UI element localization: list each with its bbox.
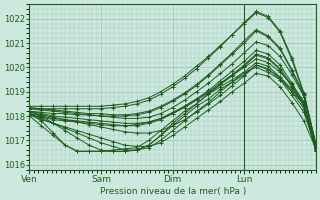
X-axis label: Pression niveau de la mer( hPa ): Pression niveau de la mer( hPa ) — [100, 187, 246, 196]
